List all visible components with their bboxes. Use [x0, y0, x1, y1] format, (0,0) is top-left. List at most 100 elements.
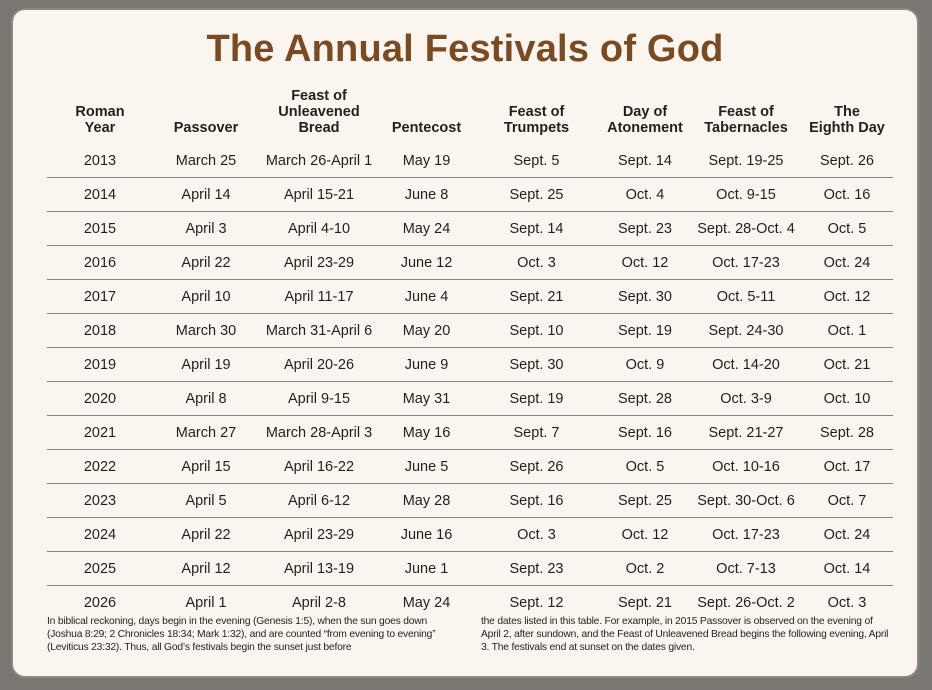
header-passover: Passover	[173, 120, 239, 136]
cell-trumpets: Sept. 10	[474, 313, 599, 348]
cell-trumpets: Sept. 25	[474, 177, 599, 212]
cell-tabernacles: Sept. 28-Oct. 4	[691, 211, 801, 246]
cell-eighth-day: Oct. 24	[801, 245, 893, 280]
cell-passover: April 3	[153, 211, 259, 246]
cell-pentecost: May 31	[379, 381, 474, 416]
cell-year: 2013	[47, 144, 153, 178]
table-row: 2019 April 19 April 20-26 June 9 Sept. 30 Oct…	[47, 347, 893, 382]
cell-year: 2020	[47, 381, 153, 416]
table-row: 2013 March 25 March 26-April 1 May 19 Sept. …	[47, 144, 893, 178]
cell-eighth-day: Oct. 24	[801, 517, 893, 552]
cell-eighth-day: Oct. 5	[801, 211, 893, 246]
cell-passover: March 30	[153, 313, 259, 348]
table-row: 2018 March 30 March 31-April 6 May 20 Sept. …	[47, 313, 893, 348]
cell-atonement: Oct. 12	[599, 245, 691, 280]
table-row: 2020 April 8 April 9-15 May 31 Sept. 19 Sept.…	[47, 381, 893, 416]
cell-year: 2021	[47, 415, 153, 450]
cell-passover: April 12	[153, 551, 259, 586]
table-row: 2014 April 14 April 15-21 June 8 Sept. 25 Oct…	[47, 177, 893, 212]
header-atonement: Day of Atonement	[607, 104, 683, 136]
cell-unleavened-bread: April 2-8	[292, 594, 346, 611]
cell-pentecost: May 24	[402, 594, 451, 611]
table-row: 2022 April 15 April 16-22 June 5 Sept. 26 Oct…	[47, 449, 893, 484]
cell-passover: April 1	[185, 594, 227, 611]
cell-pentecost: June 8	[379, 177, 474, 212]
festival-card: The Annual Festivals of God Roman Year P…	[11, 8, 919, 678]
cell-atonement: Oct. 4	[599, 177, 691, 212]
cell-eighth-day: Oct. 10	[801, 381, 893, 416]
cell-eighth-day: Oct. 17	[801, 449, 893, 484]
cell-passover: April 10	[153, 279, 259, 314]
cell-tabernacles: Oct. 7-13	[691, 551, 801, 586]
cell-year: 2024	[47, 517, 153, 552]
table-row: 2016 April 22 April 23-29 June 12 Oct. 3 Oct.…	[47, 245, 893, 280]
cell-tabernacles: Oct. 14-20	[691, 347, 801, 382]
cell-atonement: Oct. 2	[599, 551, 691, 586]
cell-trumpets: Sept. 12	[509, 594, 564, 611]
cell-eighth-day: Oct. 14	[801, 551, 893, 586]
cell-unleavened-bread: March 31-April 6	[259, 313, 379, 348]
cell-unleavened-bread: April 4-10	[259, 211, 379, 246]
cell-atonement: Sept. 30	[599, 279, 691, 314]
cell-tabernacles: Sept. 26-Oct. 2	[697, 594, 795, 611]
cell-year: 2026	[83, 594, 117, 611]
cell-trumpets: Sept. 14	[474, 211, 599, 246]
cell-unleavened-bread: April 15-21	[259, 177, 379, 212]
page-title: The Annual Festivals of God	[206, 28, 724, 70]
cell-year: 2018	[47, 313, 153, 348]
cell-eighth-day: Oct. 16	[801, 177, 893, 212]
cell-tabernacles: Sept. 24-30	[691, 313, 801, 348]
cell-atonement: Sept. 25	[599, 483, 691, 518]
cell-year: 2015	[47, 211, 153, 246]
cell-passover: April 14	[153, 177, 259, 212]
cell-eighth-day: Oct. 3	[827, 594, 867, 611]
table-row: 2025 April 12 April 13-19 June 1 Sept. 23 Oct…	[47, 551, 893, 586]
cell-pentecost: June 4	[379, 279, 474, 314]
cell-year: 2023	[47, 483, 153, 518]
cell-tabernacles: Oct. 9-15	[691, 177, 801, 212]
cell-tabernacles: Sept. 30-Oct. 6	[691, 483, 801, 518]
header-eighth-day: The Eighth Day	[809, 104, 885, 136]
cell-unleavened-bread: April 11-17	[259, 279, 379, 314]
table-row: 2021 March 27 March 28-April 3 May 16 Sept. …	[47, 415, 893, 450]
header-unleavened-bread: Feast of Unleavened Bread	[278, 88, 360, 136]
header-row: Roman Year Passover Feast of Unleavened …	[47, 78, 893, 144]
cell-eighth-day: Oct. 7	[801, 483, 893, 518]
cell-eighth-day: Sept. 26	[801, 144, 893, 178]
cell-pentecost: May 28	[379, 483, 474, 518]
cell-pentecost: June 1	[379, 551, 474, 586]
cell-trumpets: Sept. 26	[474, 449, 599, 484]
cell-passover: March 27	[153, 415, 259, 450]
header-roman-year: Roman Year	[75, 104, 125, 136]
cell-passover: April 15	[153, 449, 259, 484]
cell-year: 2019	[47, 347, 153, 382]
cell-pentecost: May 20	[379, 313, 474, 348]
cell-tabernacles: Oct. 17-23	[691, 245, 801, 280]
cell-unleavened-bread: April 20-26	[259, 347, 379, 382]
cell-atonement: Sept. 21	[617, 594, 672, 611]
cell-pentecost: May 16	[379, 415, 474, 450]
cell-atonement: Sept. 19	[599, 313, 691, 348]
cell-pentecost: June 9	[379, 347, 474, 382]
cell-atonement: Sept. 16	[599, 415, 691, 450]
cell-tabernacles: Oct. 17-23	[691, 517, 801, 552]
footnote-left: In biblical reckoning, days begin in the…	[47, 616, 436, 653]
cell-year: 2022	[47, 449, 153, 484]
cell-eighth-day: Oct. 12	[801, 279, 893, 314]
table-row: 2015 April 3 April 4-10 May 24 Sept. 14 Sept.…	[47, 211, 893, 246]
cell-year: 2014	[47, 177, 153, 212]
cell-tabernacles: Sept. 19-25	[691, 144, 801, 178]
cell-pentecost: May 19	[379, 144, 474, 178]
cell-unleavened-bread: April 13-19	[259, 551, 379, 586]
cell-trumpets: Oct. 3	[474, 245, 599, 280]
cell-eighth-day: Sept. 28	[801, 415, 893, 450]
table-row: 2024 April 22 April 23-29 June 16 Oct. 3 Oct.…	[47, 517, 893, 552]
table-body: 2013 March 25 March 26-April 1 May 19 Sept. …	[47, 144, 893, 619]
cell-atonement: Oct. 5	[599, 449, 691, 484]
cell-unleavened-bread: April 16-22	[259, 449, 379, 484]
cell-atonement: Sept. 28	[599, 381, 691, 416]
cell-year: 2017	[47, 279, 153, 314]
cell-atonement: Oct. 12	[599, 517, 691, 552]
cell-atonement: Sept. 14	[599, 144, 691, 178]
header-trumpets: Feast of Trumpets	[503, 104, 570, 136]
